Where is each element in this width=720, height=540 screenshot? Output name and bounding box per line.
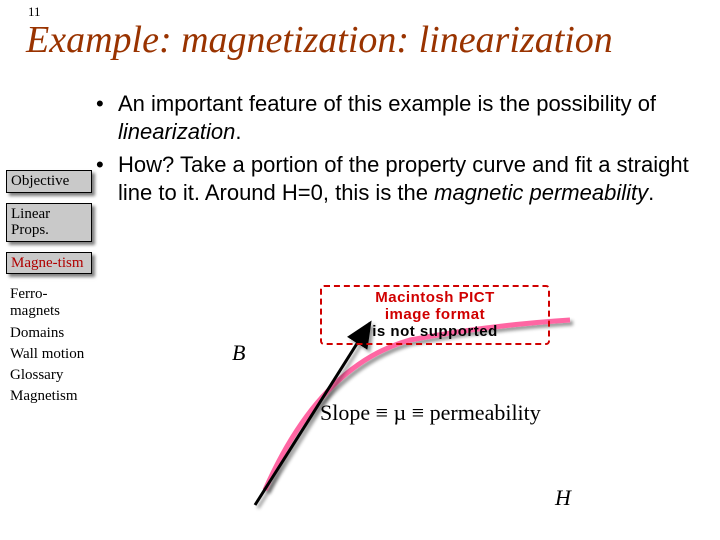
bullet-1-em: linearization: [118, 119, 235, 144]
pict-line3: is not supported: [322, 323, 548, 340]
pict-placeholder: Macintosh PICT image format is not suppo…: [320, 285, 550, 345]
sidebar-item-linear-props[interactable]: Linear Props.: [6, 203, 92, 242]
axis-label-h: H: [555, 485, 571, 511]
bullet-mark-icon: •: [96, 90, 118, 145]
sidebar: Objective Linear Props. Magne-tism Ferro…: [6, 170, 92, 408]
sidebar-item-magnetism-2[interactable]: Magnetism: [6, 386, 92, 407]
bullet-mark-icon: •: [96, 151, 118, 206]
sidebar-item-domains[interactable]: Domains: [6, 323, 92, 344]
bullet-2-post: .: [648, 180, 654, 205]
pict-line2: image format: [322, 306, 548, 323]
sidebar-item-objective[interactable]: Objective: [6, 170, 92, 193]
bullet-1-text: An important feature of this example is …: [118, 90, 706, 145]
bullet-2-em: magnetic permeability: [434, 180, 648, 205]
axis-label-b: B: [232, 340, 245, 366]
bullet-2-text: How? Take a portion of the property curv…: [118, 151, 706, 206]
bullet-1-pre: An important feature of this example is …: [118, 91, 656, 116]
content-area: • An important feature of this example i…: [96, 90, 706, 212]
sidebar-item-wall-motion[interactable]: Wall motion: [6, 344, 92, 365]
pict-line1: Macintosh PICT: [322, 289, 548, 306]
slope-label: Slope ≡ µ ≡ permeability: [320, 400, 541, 426]
magnetization-diagram: Macintosh PICT image format is not suppo…: [230, 285, 630, 515]
bullet-1-post: .: [235, 119, 241, 144]
bullet-1: • An important feature of this example i…: [96, 90, 706, 145]
sidebar-item-glossary[interactable]: Glossary: [6, 365, 92, 386]
bullet-2: • How? Take a portion of the property cu…: [96, 151, 706, 206]
sidebar-item-magnetism[interactable]: Magne-tism: [6, 252, 92, 275]
sidebar-item-ferromagnets[interactable]: Ferro-magnets: [6, 284, 92, 323]
slide-title: Example: magnetization: linearization: [26, 18, 613, 62]
